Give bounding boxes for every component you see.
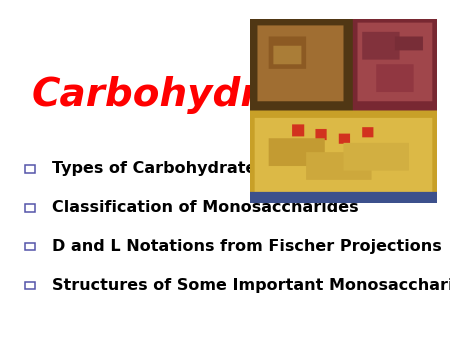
FancyBboxPatch shape <box>25 243 35 250</box>
Text: Carbohydrates: Carbohydrates <box>32 76 355 114</box>
FancyBboxPatch shape <box>25 204 35 212</box>
FancyBboxPatch shape <box>25 165 35 173</box>
Text: Types of Carbohydrates: Types of Carbohydrates <box>52 162 266 176</box>
Text: Classification of Monosaccharides: Classification of Monosaccharides <box>52 200 358 215</box>
FancyBboxPatch shape <box>25 282 35 289</box>
Text: Structures of Some Important Monosaccharides: Structures of Some Important Monosacchar… <box>52 278 450 293</box>
Text: D and L Notations from Fischer Projections: D and L Notations from Fischer Projectio… <box>52 239 441 254</box>
